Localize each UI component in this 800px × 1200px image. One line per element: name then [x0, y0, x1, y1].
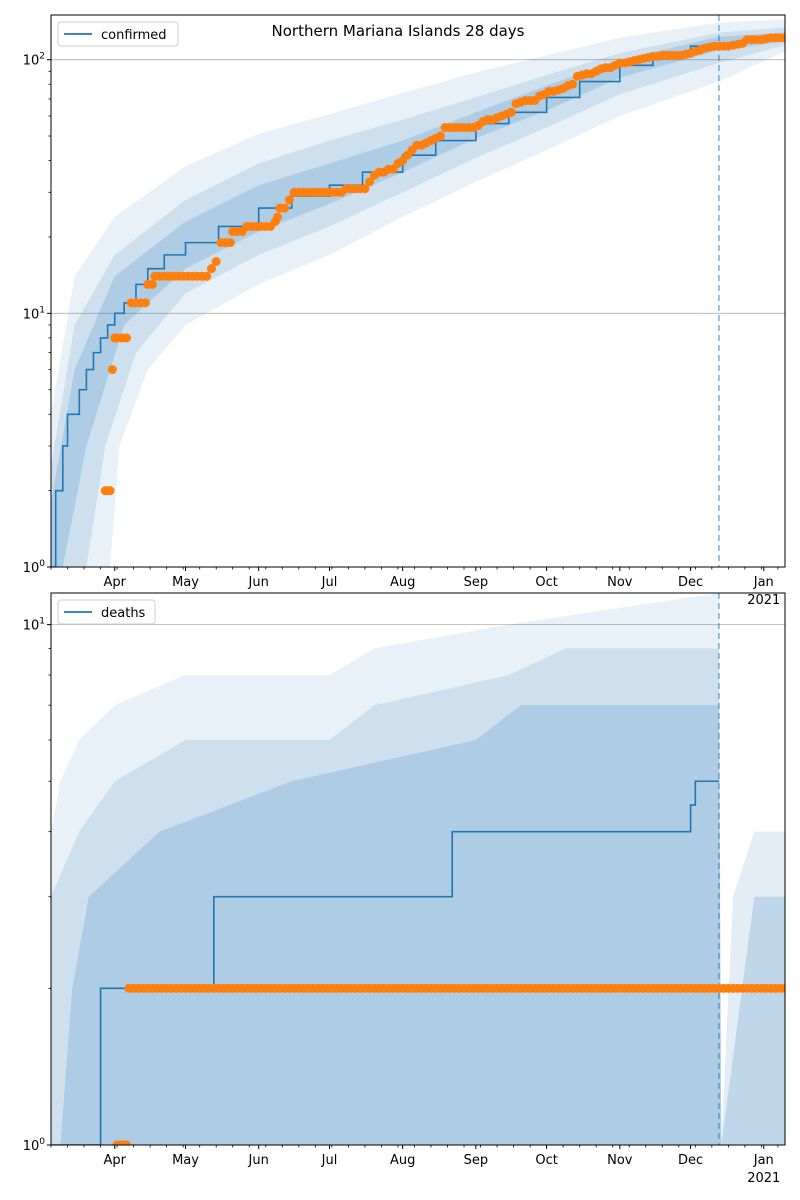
band-inner [51, 705, 785, 1145]
legend-label: deaths [101, 606, 146, 621]
figure-title: Northern Mariana Islands 28 days [272, 22, 525, 40]
x-tick-label: Aug [390, 575, 415, 590]
deaths-panel: 100 101 Apr May Jun Jul Aug Sep Oct Nov Dec Jan 2021… [23, 592, 786, 1186]
plot-area [51, 15, 785, 567]
legend: confirmed [57, 21, 179, 47]
y-tick-label: 100 [23, 559, 46, 576]
y-tick-exponent: 1 [39, 617, 45, 627]
y-tick-label: 101 [23, 305, 45, 322]
observed-point [202, 271, 212, 281]
x-tick-label: Jul [321, 575, 338, 590]
y-tick-exponent: 0 [39, 559, 45, 569]
x-tick-year-label: 2021 [747, 1171, 780, 1186]
x-tick-label: Nov [607, 575, 633, 590]
observed-point [147, 279, 157, 289]
y-tick-label: 100 [23, 1137, 46, 1154]
y-tick-label: 101 [23, 617, 45, 634]
x-tick-label: Jun [248, 575, 269, 590]
legend-label: confirmed [101, 28, 167, 43]
x-tick-label: Aug [390, 1153, 415, 1168]
observed-point [140, 298, 150, 308]
observed-point [780, 33, 785, 43]
plot-area [51, 593, 785, 1145]
x-tick-label: Oct [535, 1153, 557, 1168]
observed-point [284, 195, 294, 205]
observed-point [780, 983, 785, 993]
x-tick-label: Nov [607, 1153, 633, 1168]
x-tick-label: Oct [535, 575, 557, 590]
x-tick-label: Jul [321, 1153, 338, 1168]
observed-point [211, 257, 221, 267]
observed-point [506, 107, 516, 117]
x-tick-label: Sep [464, 575, 489, 590]
observed-point [206, 264, 216, 274]
y-tick-label: 102 [23, 52, 45, 69]
x-tick-label: Jun [248, 1153, 269, 1168]
y-tick-exponent: 1 [39, 305, 45, 315]
band-outer [51, 19, 785, 567]
band-outer [51, 593, 785, 1145]
x-tick-label: Apr [103, 1153, 126, 1168]
x-tick-label: Dec [678, 1153, 703, 1168]
x-tick-label: Jan [753, 575, 774, 590]
observed-point [280, 203, 290, 213]
observed-point [122, 1140, 132, 1145]
y-tick-exponent: 0 [39, 1137, 45, 1147]
observed-point [435, 131, 445, 141]
legend-box [57, 599, 156, 625]
band-middle [51, 27, 785, 567]
x-tick-year-label: 2021 [747, 593, 780, 608]
series-model-median [51, 780, 719, 1145]
y-tick-exponent: 2 [39, 52, 45, 62]
x-tick-label: May [172, 1153, 199, 1168]
legend-box [57, 21, 179, 47]
observed-point [107, 365, 117, 375]
band-inner [51, 32, 785, 567]
observed-point [273, 212, 283, 222]
observed-point [360, 184, 370, 194]
plot-frame [50, 592, 786, 1146]
observed-point [105, 486, 115, 496]
x-tick-label: Jan [753, 1153, 774, 1168]
x-tick-label: Dec [678, 575, 703, 590]
x-tick-label: Sep [464, 1153, 489, 1168]
observed-point [365, 177, 375, 187]
plot-frame [50, 14, 786, 568]
x-tick-label: May [172, 575, 199, 590]
x-tick-label: Apr [103, 575, 126, 590]
observed-point [568, 79, 578, 89]
legend: deaths [57, 599, 156, 625]
observed-point [122, 333, 132, 343]
observed-point [225, 238, 235, 248]
